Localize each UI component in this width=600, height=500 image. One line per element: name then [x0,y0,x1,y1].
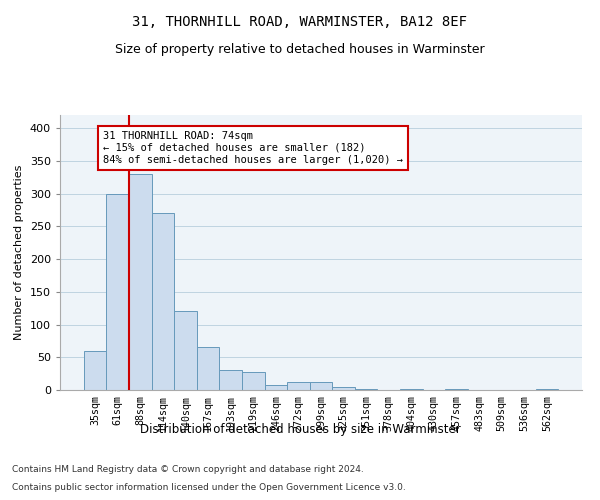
Bar [242,372,265,390]
Bar [445,388,468,390]
Bar [197,348,220,390]
Bar [152,213,174,390]
Text: 31 THORNHILL ROAD: 74sqm
← 15% of detached houses are smaller (182)
84% of semi-: 31 THORNHILL ROAD: 74sqm ← 15% of detach… [103,132,403,164]
Bar [129,174,152,390]
Bar [174,312,197,390]
Bar [106,194,129,390]
Bar [536,388,558,390]
Bar [332,386,355,390]
Text: Contains HM Land Registry data © Crown copyright and database right 2024.: Contains HM Land Registry data © Crown c… [12,465,364,474]
Bar [220,370,242,390]
Bar [287,382,310,390]
Text: Contains public sector information licensed under the Open Government Licence v3: Contains public sector information licen… [12,482,406,492]
Text: Size of property relative to detached houses in Warminster: Size of property relative to detached ho… [115,42,485,56]
Bar [84,350,106,390]
Y-axis label: Number of detached properties: Number of detached properties [14,165,24,340]
Text: Distribution of detached houses by size in Warminster: Distribution of detached houses by size … [140,422,460,436]
Bar [310,382,332,390]
Text: 31, THORNHILL ROAD, WARMINSTER, BA12 8EF: 31, THORNHILL ROAD, WARMINSTER, BA12 8EF [133,15,467,29]
Bar [265,386,287,390]
